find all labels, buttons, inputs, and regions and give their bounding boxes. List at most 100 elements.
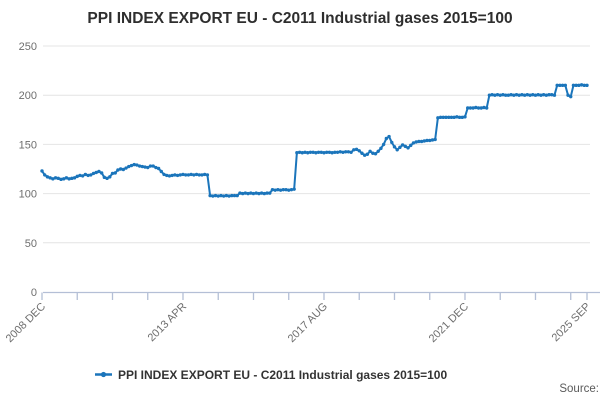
- data-point: [94, 170, 98, 175]
- data-point: [91, 171, 96, 176]
- data-point: [273, 188, 277, 192]
- data-point: [438, 115, 443, 120]
- data-point: [219, 193, 223, 198]
- data-point: [457, 115, 462, 120]
- x-tick-label-2013-apr: 2013 APR: [146, 301, 190, 345]
- data-point: [430, 138, 435, 142]
- data-point: [376, 149, 380, 153]
- data-point: [338, 150, 342, 154]
- data-point: [476, 106, 481, 110]
- data-point: [541, 93, 546, 97]
- data-point: [550, 93, 554, 97]
- data-point: [503, 93, 508, 97]
- data-point: [311, 150, 315, 154]
- data-point: [197, 173, 201, 177]
- data-point: [569, 94, 573, 99]
- data-point: [482, 105, 486, 110]
- data-point: [289, 187, 294, 192]
- data-point: [297, 150, 302, 154]
- data-point: [520, 93, 524, 97]
- data-point: [208, 193, 212, 198]
- data-point: [240, 191, 245, 196]
- data-point: [379, 146, 383, 151]
- data-point: [468, 106, 473, 110]
- data-point: [362, 153, 367, 157]
- data-series: [40, 83, 589, 198]
- data-point: [151, 164, 155, 168]
- data-point: [200, 173, 204, 177]
- data-point: [414, 140, 418, 144]
- data-point: [463, 115, 467, 119]
- data-point: [259, 191, 264, 195]
- data-point: [449, 115, 454, 120]
- data-point: [230, 193, 234, 198]
- data-point: [322, 151, 326, 155]
- data-point: [148, 164, 153, 168]
- data-point: [306, 151, 310, 155]
- data-point: [184, 173, 188, 177]
- data-point: [211, 194, 215, 198]
- data-point: [517, 93, 521, 97]
- data-point: [113, 171, 117, 175]
- data-point: [335, 150, 340, 154]
- data-point: [447, 115, 451, 120]
- data-point: [146, 165, 150, 170]
- data-point: [471, 106, 475, 110]
- data-point: [192, 173, 196, 177]
- data-point: [354, 147, 359, 152]
- data-point: [452, 115, 456, 120]
- data-point: [221, 194, 226, 198]
- data-point: [268, 191, 272, 195]
- data-point: [56, 176, 60, 181]
- data-point: [213, 193, 218, 198]
- data-point: [343, 150, 348, 154]
- data-point: [99, 171, 104, 175]
- data-point: [493, 93, 497, 97]
- data-point: [365, 152, 370, 156]
- data-point: [409, 143, 413, 148]
- data-point: [474, 105, 478, 110]
- data-point: [341, 150, 345, 154]
- data-point: [330, 151, 334, 155]
- data-point: [295, 151, 299, 155]
- x-tick-label-2021-dec: 2021 DEC: [427, 301, 471, 345]
- data-point: [129, 163, 134, 168]
- data-point: [67, 177, 71, 181]
- x-axis: [41, 291, 600, 300]
- data-point: [547, 93, 551, 97]
- data-point: [70, 176, 74, 181]
- data-point: [444, 115, 448, 120]
- data-point: [72, 176, 77, 180]
- data-point: [124, 166, 128, 170]
- data-point: [433, 137, 437, 142]
- data-point: [278, 188, 283, 192]
- data-point: [484, 106, 489, 110]
- data-point: [479, 106, 483, 110]
- data-point: [300, 151, 304, 155]
- data-point: [238, 191, 242, 195]
- data-point: [419, 139, 424, 144]
- data-point: [560, 83, 565, 88]
- data-point: [436, 116, 440, 120]
- data-point: [428, 138, 432, 143]
- data-point: [411, 141, 416, 145]
- data-point: [249, 191, 253, 195]
- data-point: [425, 138, 429, 143]
- data-point: [86, 173, 90, 178]
- data-point: [571, 83, 576, 88]
- data-point: [333, 150, 337, 154]
- data-point: [257, 191, 261, 196]
- data-point: [495, 93, 500, 97]
- data-point: [75, 174, 79, 179]
- data-point: [89, 173, 93, 177]
- data-point: [512, 93, 516, 97]
- gridlines: [43, 45, 590, 244]
- data-point: [235, 193, 239, 198]
- data-point: [59, 177, 63, 182]
- data-point: [514, 93, 519, 97]
- data-point: [319, 150, 323, 154]
- data-point: [121, 167, 126, 172]
- data-point: [395, 148, 399, 152]
- data-point: [582, 83, 586, 88]
